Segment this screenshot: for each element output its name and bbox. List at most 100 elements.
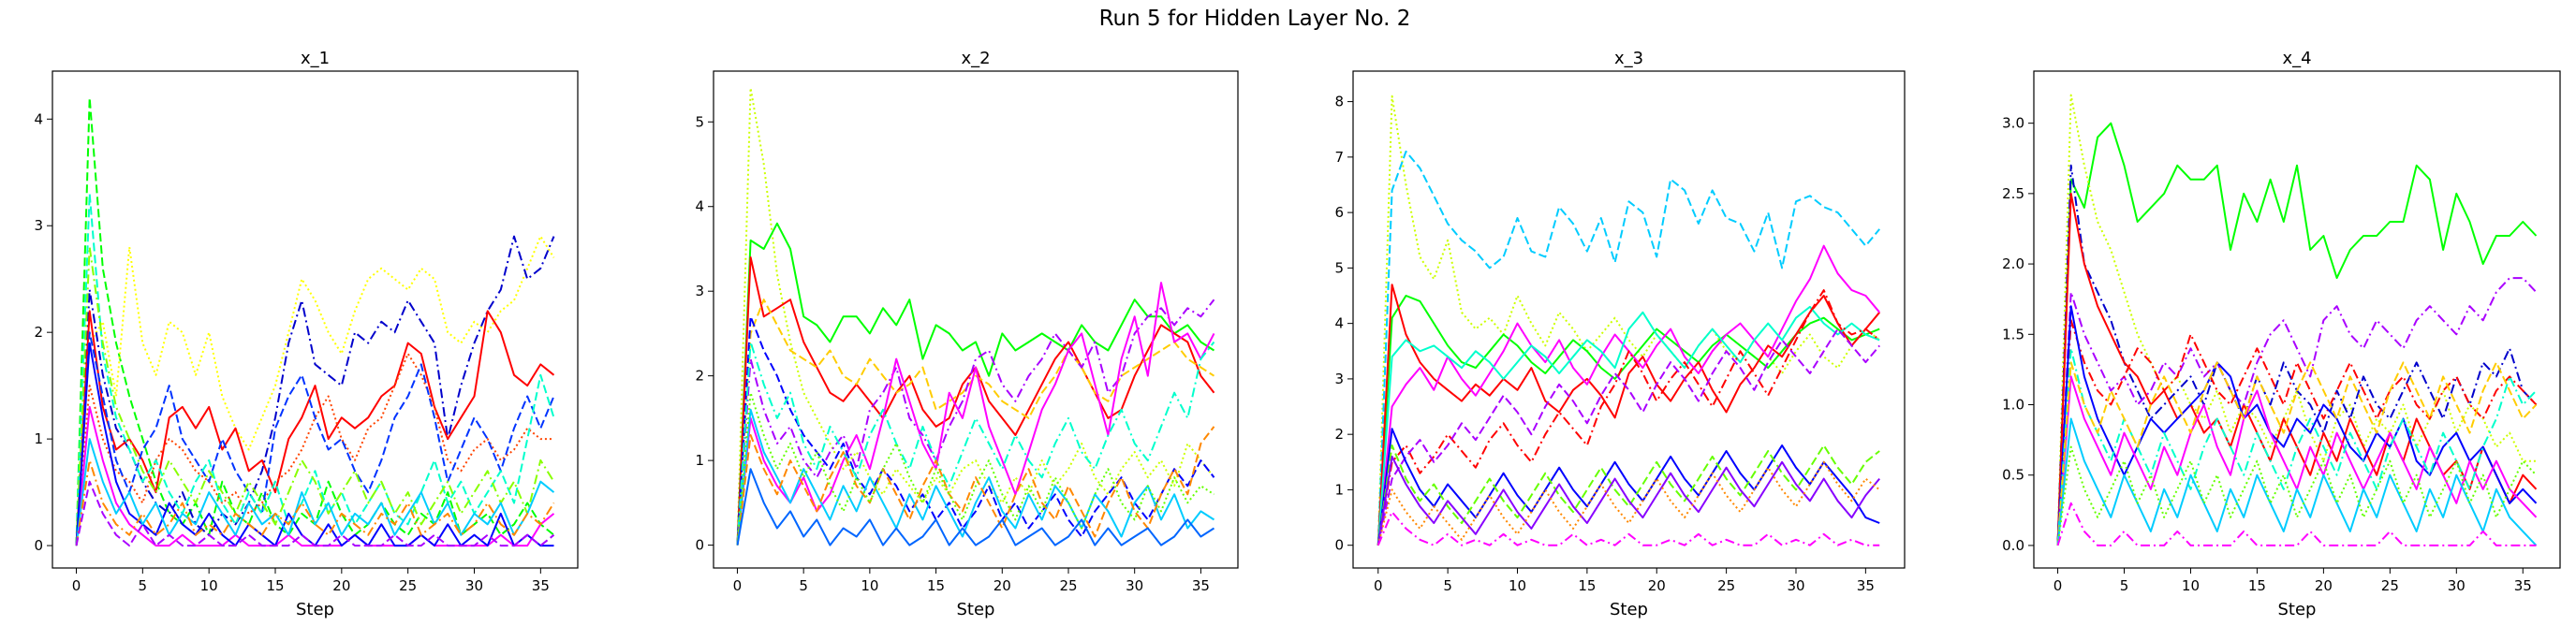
x-tick-label: 20 [2315,577,2333,594]
series-line-1 [2056,122,2538,546]
x-tick-label: 0 [2053,577,2063,594]
series-line-8 [736,341,1215,546]
series-group [2056,94,2538,546]
series-line-12 [1376,460,1880,546]
x-tick-label: 35 [1857,577,1875,594]
y-tick-label: 3 [34,217,43,234]
series-line-6 [75,331,555,546]
y-tick-label: 6 [1334,204,1344,221]
x-tick-label: 5 [799,577,808,594]
x-tick-label: 20 [1648,577,1666,594]
x-axis-label: Step [957,600,995,619]
y-tick-label: 0 [1334,537,1344,554]
series-group [75,96,555,547]
subplot-1: 0 5 10 15 20 25 30 35 0 1 2 3 4 x_1 Step [34,49,579,619]
y-tick-label: 1 [695,452,704,469]
series-line-2 [736,222,1215,546]
series-line-12 [736,468,1215,546]
subplot-title: x_2 [961,49,990,68]
y-tick-label: 5 [695,113,704,130]
y-tick-label: 1.5 [2002,326,2024,342]
x-axis-label: Step [296,600,334,619]
subplot-4: 0 5 10 15 20 25 30 35 0.0 0.5 1.0 1.5 2.0 2.5 3.0 x_4 St… [2002,49,2561,619]
x-tick-label: 30 [465,577,483,594]
x-tick-label: 15 [1578,577,1596,594]
series-line-13 [1376,511,1880,546]
axes-frame [52,70,579,569]
axes-frame [2033,70,2561,569]
x-tick-label: 0 [1374,577,1383,594]
y-tick-label: 2.0 [2002,255,2024,272]
series-line-4 [1376,284,1880,546]
x-tick-label: 30 [2448,577,2466,594]
x-tick-label: 10 [1509,577,1526,594]
series-line-11 [1376,455,1880,546]
x-tick-label: 10 [2182,577,2200,594]
y-tick-label: 0 [34,537,43,554]
x-tick-label: 25 [1059,577,1077,594]
series-line-4 [736,298,1215,546]
y-tick-label: 3 [1334,371,1344,387]
x-tick-label: 35 [1192,577,1210,594]
x-tick-label: 20 [332,577,350,594]
series-line-10 [2056,361,2538,546]
axes-frame [713,70,1239,569]
series-line-9 [1376,428,1880,546]
x-tick-label: 35 [532,577,550,594]
series-group [736,87,1215,546]
series-line-2 [1376,150,1880,546]
x-tick-label: 10 [200,577,218,594]
series-line-13 [2056,502,2537,546]
y-tick-label: 5 [1334,259,1344,276]
axes-frame [1352,70,1906,569]
x-tick-label: 5 [2120,577,2129,594]
x-tick-label: 35 [2514,577,2532,594]
x-axis-label: Step [2278,600,2317,619]
x-tick-label: 20 [994,577,1011,594]
subplot-2: 0 5 10 15 20 25 30 35 0 1 2 3 4 5 x_2 Step [695,49,1239,619]
series-line-1 [736,87,1215,546]
x-tick-label: 25 [399,577,417,594]
series-line-5 [2056,277,2538,546]
y-tick-label: 2 [1334,426,1344,443]
series-line-4 [75,310,555,546]
y-tick-label: 1.0 [2002,397,2024,414]
y-tick-label: 7 [1334,149,1344,166]
x-tick-label: 25 [2381,577,2399,594]
series-line-8 [1376,328,1880,546]
y-tick-label: 0 [695,537,704,554]
x-tick-label: 15 [266,577,284,594]
series-line-10 [1376,444,1880,546]
series-line-7 [736,315,1215,546]
series-group [1376,95,1880,546]
y-tick-label: 0.5 [2002,467,2024,484]
x-tick-label: 30 [1787,577,1804,594]
y-tick-label: 3.0 [2002,115,2024,132]
series-line-8 [75,246,555,546]
y-tick-label: 4 [695,198,704,215]
series-line-6 [1376,305,1880,546]
series-line-2 [75,235,555,546]
x-tick-label: 25 [1717,577,1735,594]
y-tick-label: 2 [34,324,43,341]
series-line-10 [736,426,1215,546]
figure-suptitle: Run 5 for Hidden Layer No. 2 [1099,7,1411,31]
series-line-6 [2056,319,2538,546]
subplot-title: x_3 [1614,49,1643,68]
series-line-12 [2056,445,2538,546]
y-tick-label: 0.0 [2002,537,2024,554]
series-line-9 [736,408,1215,546]
series-line-11 [736,391,1215,546]
x-tick-label: 10 [861,577,878,594]
series-line-5 [736,298,1215,546]
y-tick-label: 4 [1334,315,1344,332]
x-axis-label: Step [1610,600,1648,619]
y-tick-label: 4 [34,110,43,127]
x-tick-label: 0 [72,577,81,594]
y-tick-label: 2 [695,368,704,385]
subplot-title: x_4 [2282,49,2311,68]
x-tick-label: 0 [733,577,743,594]
y-tick-label: 1 [34,430,43,447]
x-tick-label: 30 [1126,577,1143,594]
